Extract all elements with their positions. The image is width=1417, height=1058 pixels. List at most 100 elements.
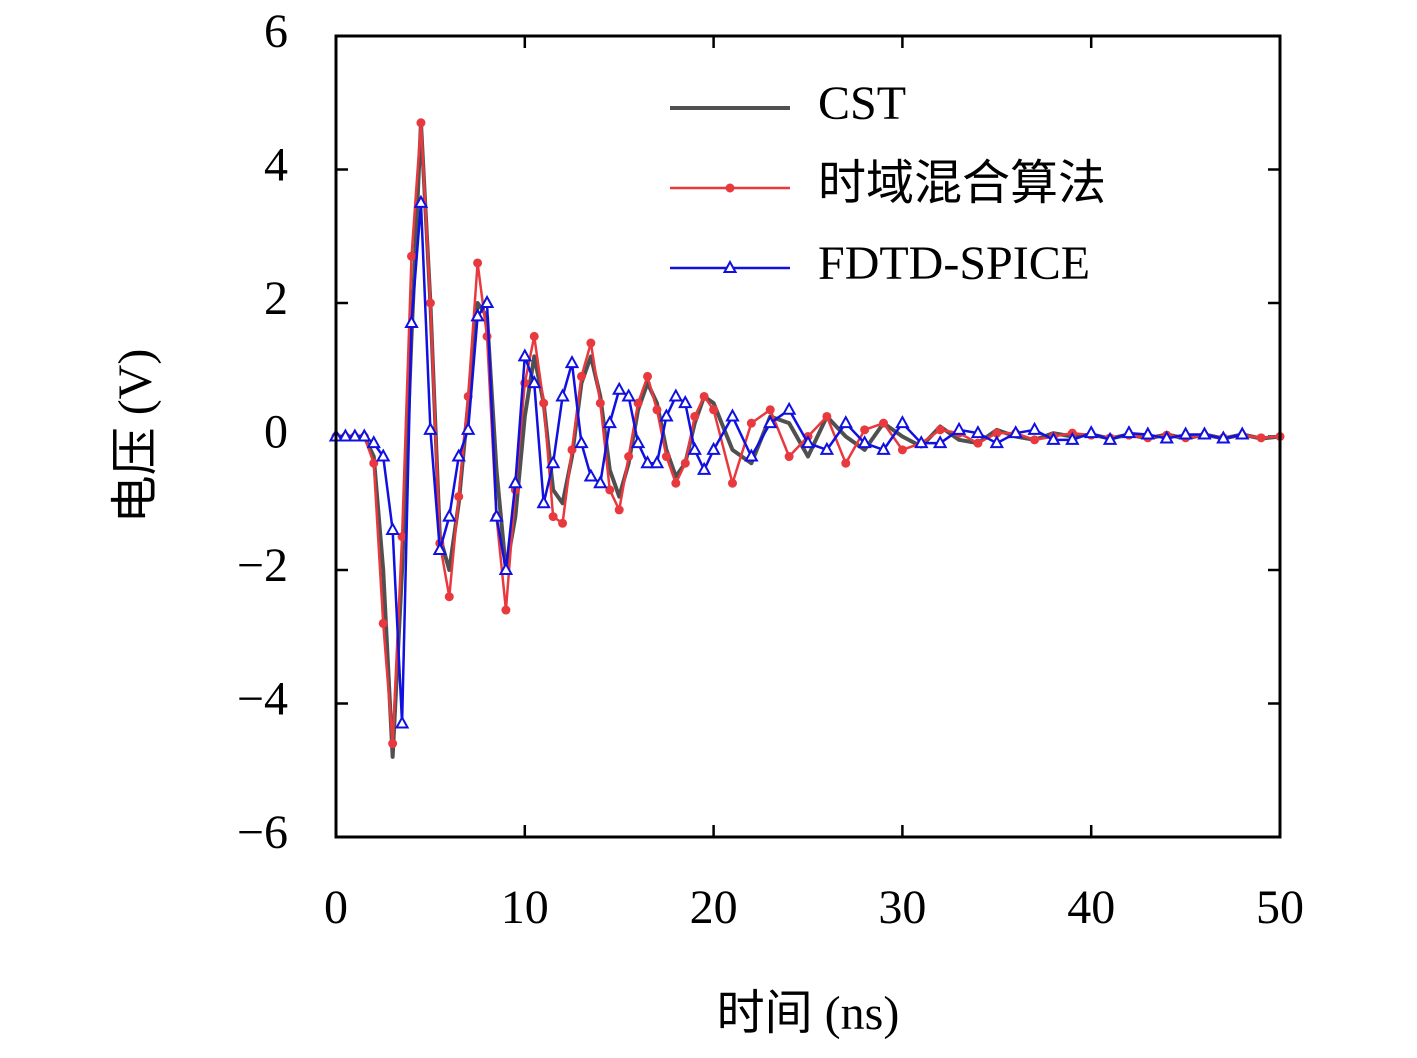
- marker: [744, 448, 759, 462]
- marker: [527, 375, 542, 389]
- marker: [397, 532, 407, 542]
- marker: [425, 298, 435, 308]
- marker: [690, 411, 700, 421]
- y-tick-label: 0: [264, 406, 288, 459]
- marker: [709, 405, 719, 415]
- legend-label: CST: [818, 77, 906, 130]
- marker: [378, 618, 388, 628]
- marker: [357, 428, 372, 442]
- marker: [687, 441, 702, 455]
- marker: [935, 425, 945, 435]
- marker: [489, 508, 504, 522]
- y-tick-label: −4: [237, 673, 288, 726]
- marker: [838, 415, 853, 429]
- series: [328, 194, 1250, 729]
- marker: [432, 541, 448, 555]
- marker: [567, 445, 577, 455]
- marker: [1027, 421, 1042, 435]
- marker: [876, 441, 891, 455]
- marker: [696, 461, 712, 475]
- legend-label: 时域混合算法: [818, 157, 1106, 210]
- marker: [671, 478, 681, 488]
- marker: [661, 452, 671, 462]
- plot-frame: [334, 34, 1282, 839]
- marker: [404, 314, 419, 329]
- marker: [498, 561, 514, 575]
- marker: [508, 475, 523, 489]
- marker: [630, 435, 646, 449]
- marker: [784, 452, 794, 462]
- x-tick-label: 10: [501, 881, 549, 934]
- marker: [423, 421, 438, 435]
- marker: [763, 415, 778, 429]
- marker: [529, 331, 539, 341]
- marker: [454, 492, 464, 502]
- marker: [621, 388, 636, 402]
- y-tick-label: −2: [237, 539, 288, 592]
- marker: [451, 448, 466, 462]
- marker: [1216, 430, 1231, 444]
- marker: [800, 435, 816, 449]
- x-tick-label: 0: [324, 881, 348, 934]
- marker: [583, 468, 599, 482]
- marker: [706, 441, 721, 455]
- marker: [1256, 433, 1266, 443]
- marker: [699, 391, 709, 401]
- marker: [385, 521, 400, 535]
- marker: [394, 715, 410, 729]
- marker: [612, 381, 627, 395]
- marker: [479, 294, 495, 308]
- marker: [1065, 431, 1080, 445]
- marker: [992, 428, 1002, 438]
- marker: [548, 512, 558, 522]
- marker: [678, 395, 693, 409]
- series-line: [336, 201, 1243, 725]
- x-tick-label: 20: [690, 881, 738, 934]
- marker: [602, 415, 617, 429]
- marker: [914, 435, 929, 449]
- marker: [442, 508, 457, 522]
- marker: [1197, 426, 1212, 440]
- marker: [951, 421, 967, 435]
- marker: [576, 371, 586, 381]
- y-tick-label: −6: [237, 806, 288, 859]
- marker: [369, 458, 379, 468]
- marker: [819, 441, 835, 455]
- marker: [593, 475, 608, 489]
- marker: [1008, 425, 1023, 439]
- marker: [347, 428, 363, 442]
- marker: [574, 435, 589, 449]
- marker: [680, 458, 690, 468]
- marker: [668, 388, 684, 402]
- marker: [1102, 431, 1118, 445]
- marker: [564, 354, 580, 369]
- marker: [366, 435, 381, 449]
- marker: [643, 371, 653, 381]
- y-tick-label: 4: [264, 139, 288, 192]
- marker: [407, 251, 417, 261]
- marker: [973, 438, 983, 448]
- marker: [727, 478, 737, 488]
- marker: [1121, 425, 1137, 439]
- marker: [765, 405, 775, 415]
- y-tick-label: 6: [264, 5, 288, 58]
- marker: [338, 428, 353, 442]
- marker: [633, 398, 643, 408]
- marker: [897, 445, 907, 455]
- marker: [482, 331, 492, 341]
- marker: [879, 418, 889, 428]
- marker: [605, 485, 615, 495]
- y-tick-label: 2: [264, 272, 288, 325]
- legend-marker: [722, 259, 738, 273]
- marker: [989, 435, 1004, 449]
- marker: [860, 425, 870, 435]
- x-tick-label: 50: [1256, 881, 1304, 934]
- marker: [473, 258, 483, 268]
- marker: [545, 455, 561, 469]
- marker: [652, 405, 662, 415]
- legend-marker: [725, 183, 735, 193]
- marker: [413, 194, 429, 208]
- marker: [539, 398, 549, 408]
- marker: [640, 455, 655, 469]
